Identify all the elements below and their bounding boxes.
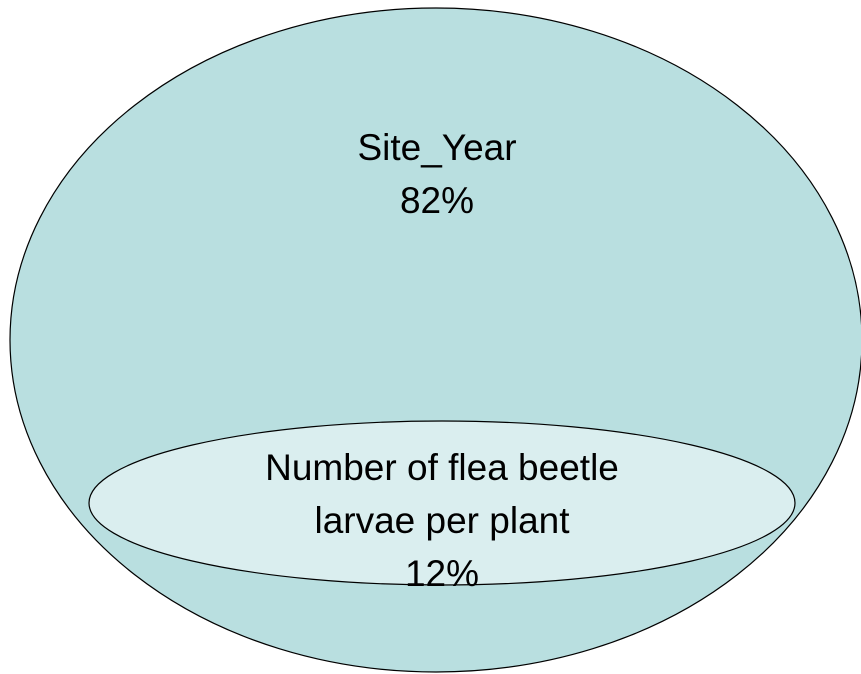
set-label: Site_Year — [357, 127, 516, 168]
set-label: larvae per plant — [314, 500, 570, 541]
set-label: Number of flea beetle — [265, 447, 619, 488]
labels: Site_Year 82% Number of flea beetle larvae … — [265, 127, 619, 594]
inner-set — [88, 420, 796, 586]
set-share: 82% — [400, 180, 474, 221]
set-share: 12% — [405, 553, 479, 594]
